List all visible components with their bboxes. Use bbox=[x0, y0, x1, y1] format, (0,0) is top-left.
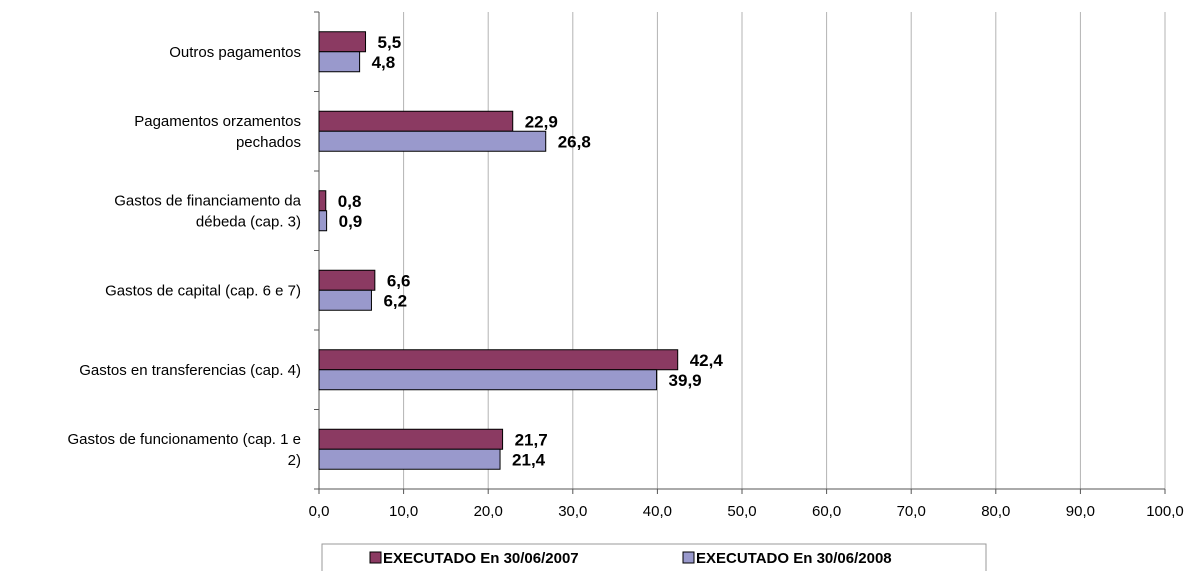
category-label: Outros pagamentos bbox=[169, 44, 301, 61]
data-label: 4,8 bbox=[372, 53, 396, 72]
category-label: pechados bbox=[236, 134, 301, 151]
data-label: 5,5 bbox=[378, 33, 402, 52]
data-label: 0,9 bbox=[339, 212, 363, 231]
x-tick-label: 50,0 bbox=[727, 503, 756, 520]
legend-swatch-series-1 bbox=[369, 551, 382, 564]
x-tick-label: 90,0 bbox=[1066, 503, 1095, 520]
x-tick-label: 40,0 bbox=[643, 503, 672, 520]
x-tick-label: 100,0 bbox=[1146, 503, 1184, 520]
legend-label: EXECUTADO En 30/06/2007 bbox=[383, 550, 579, 567]
legend: EXECUTADO En 30/06/2007 EXECUTADO En 30/0… bbox=[321, 543, 987, 571]
bar-series-2 bbox=[318, 289, 372, 311]
x-tick-label: 80,0 bbox=[981, 503, 1010, 520]
data-label: 22,9 bbox=[525, 112, 558, 131]
legend-swatch-series-2 bbox=[682, 551, 695, 564]
x-tick-label: 10,0 bbox=[389, 503, 418, 520]
category-label: Gastos de capital (cap. 6 e 7) bbox=[105, 282, 301, 299]
bar-series-2 bbox=[318, 51, 361, 73]
bar-series-1 bbox=[318, 428, 504, 450]
data-label: 26,8 bbox=[558, 132, 591, 151]
bar-series-1 bbox=[318, 190, 327, 212]
category-label: Gastos de funcionamento (cap. 1 e bbox=[68, 431, 301, 448]
data-labels: 5,54,8 22,926,8 0,80,9 6,66,2 42,439,9 21,721… bbox=[338, 33, 724, 470]
data-label: 6,2 bbox=[383, 291, 407, 310]
x-tick-label: 60,0 bbox=[812, 503, 841, 520]
bar-series-1 bbox=[318, 110, 514, 132]
category-label: Pagamentos orzamentos bbox=[134, 113, 301, 130]
category-label: 2) bbox=[288, 452, 301, 469]
bar-series-2 bbox=[318, 210, 328, 232]
bar-series-2 bbox=[318, 448, 501, 470]
bar-series-1 bbox=[318, 31, 367, 53]
data-label: 0,8 bbox=[338, 192, 362, 211]
x-tick-label: 30,0 bbox=[558, 503, 587, 520]
x-tick-labels: 0,0 10,0 20,0 30,0 40,0 50,0 60,0 70,0 80,0 90,0 1… bbox=[309, 503, 1184, 520]
data-label: 21,4 bbox=[512, 450, 546, 469]
category-label: Gastos de financiamento da bbox=[114, 192, 301, 209]
category-label: Gastos en transferencias (cap. 4) bbox=[79, 362, 301, 379]
category-label: débeda (cap. 3) bbox=[196, 213, 301, 230]
data-label: 42,4 bbox=[690, 351, 724, 370]
x-tick-label: 70,0 bbox=[897, 503, 926, 520]
bar-series-2 bbox=[318, 369, 658, 391]
legend-label: EXECUTADO En 30/06/2008 bbox=[696, 550, 892, 567]
bar-series-1 bbox=[318, 269, 376, 291]
bars bbox=[318, 31, 679, 470]
axes bbox=[314, 11, 1166, 494]
legend-box bbox=[321, 543, 987, 571]
x-tick-label: 0,0 bbox=[309, 503, 330, 520]
data-label: 21,7 bbox=[515, 430, 548, 449]
data-label: 6,6 bbox=[387, 271, 411, 290]
gridlines bbox=[403, 12, 1166, 489]
data-label: 39,9 bbox=[669, 371, 702, 390]
bar-series-2 bbox=[318, 130, 547, 152]
category-labels: Outros pagamentos Pagamentos orzamentos pe… bbox=[68, 44, 302, 469]
bar-series-1 bbox=[318, 349, 679, 371]
x-tick-label: 20,0 bbox=[474, 503, 503, 520]
